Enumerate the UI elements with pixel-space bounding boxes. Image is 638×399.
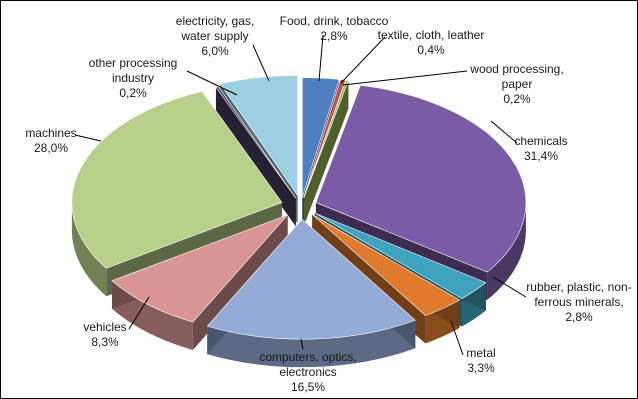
slice-label-0: Food, drink, tobacco 2,8% xyxy=(280,14,389,43)
slice-2 xyxy=(303,79,349,198)
slice-5 xyxy=(312,214,461,316)
leader-line-1 xyxy=(340,36,386,84)
leader-line-4 xyxy=(492,276,527,298)
slice-10 xyxy=(219,75,298,197)
slice-7 xyxy=(111,214,288,323)
slice-3 xyxy=(315,84,527,273)
slice-label-1: textile, cloth, leather 0,4% xyxy=(378,28,485,57)
slice-side-3 xyxy=(487,202,526,301)
leader-line-6 xyxy=(300,338,304,350)
leader-line-10 xyxy=(252,44,270,82)
leader-line-9 xyxy=(186,70,238,96)
slice-label-3: chemicals 31,4% xyxy=(514,134,567,163)
leader-line-0 xyxy=(318,34,324,82)
slice-label-8: machines 28,0% xyxy=(25,126,76,155)
leader-line-2 xyxy=(342,70,468,86)
slice-4 xyxy=(314,212,487,299)
slice-label-4: rubber, plastic, non-ferrous minerals, 2,… xyxy=(526,280,631,324)
slice-label-6: computers, optics, electronics 16,5% xyxy=(259,350,356,394)
slice-wall-2-1 xyxy=(303,80,349,226)
leader-line-3 xyxy=(490,120,518,144)
slice-label-7: vehicles 8,3% xyxy=(83,320,126,349)
leader-line-8 xyxy=(74,134,102,142)
slice-side-8 xyxy=(71,202,107,297)
slice-side-6 xyxy=(207,320,416,368)
slice-wall-9-1 xyxy=(218,86,296,227)
slice-label-2: wood processing, paper 0,2% xyxy=(469,62,563,106)
slice-8 xyxy=(71,91,283,269)
slice-label-5: metal 3,3% xyxy=(466,346,495,375)
slice-6 xyxy=(206,218,416,340)
slice-9 xyxy=(215,86,297,199)
slice-0 xyxy=(301,77,340,198)
leader-line-5 xyxy=(450,320,464,356)
slice-label-10: electricity, gas, water supply 6,0% xyxy=(176,14,254,58)
leader-line-7 xyxy=(128,296,150,330)
slice-label-9: other processing industry 0,2% xyxy=(89,56,178,100)
